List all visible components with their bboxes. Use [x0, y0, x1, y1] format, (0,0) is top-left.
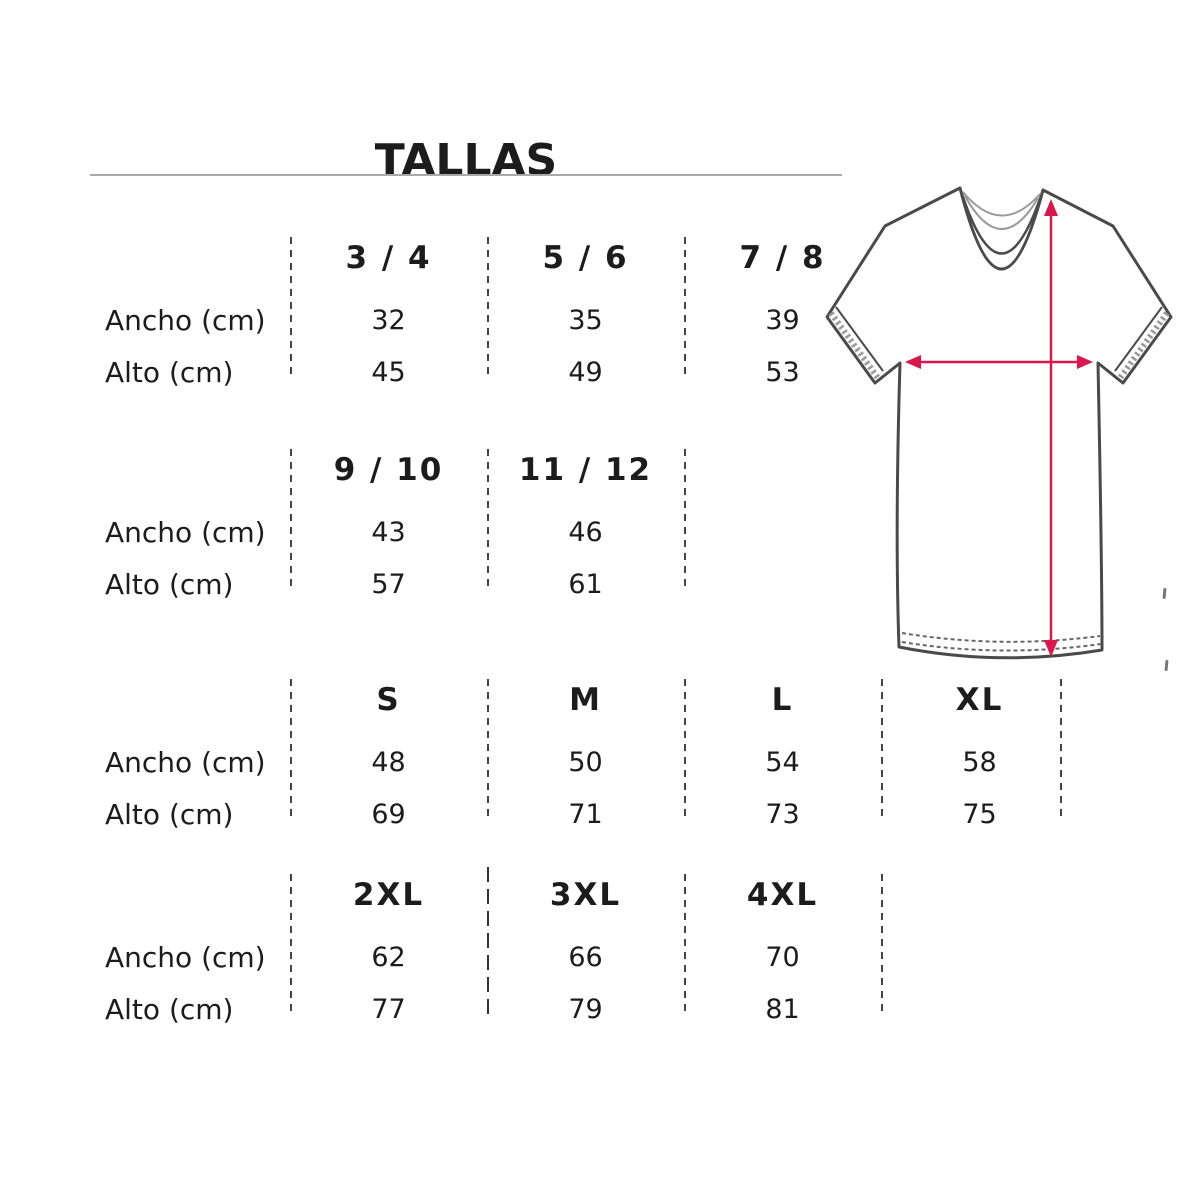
- size-group-1: Ancho (cm) Alto (cm) 3 / 4 32 45 5 / 6 35 49 7 /…: [90, 233, 1100, 399]
- title-underline: [90, 174, 842, 176]
- alto-row-label: Alto (cm): [105, 993, 234, 1026]
- tshirt-outline: [825, 186, 1173, 660]
- size-label: M: [569, 682, 602, 718]
- collar-rib-1: [962, 191, 1041, 217]
- ancho-value: 46: [568, 517, 603, 548]
- ancho-value: 39: [765, 305, 800, 336]
- ancho-value: 70: [765, 942, 800, 973]
- size-column: 7 / 8 39 53: [684, 233, 881, 399]
- hem-stitch-row-2: [901, 641, 1102, 652]
- left-cuff-edge: [835, 306, 884, 372]
- column-separator: [684, 874, 686, 1014]
- column-separator: [290, 449, 292, 589]
- alto-row-label: Alto (cm): [105, 568, 234, 601]
- size-group-4: Ancho (cm) Alto (cm) 2XL 62 77 3XL 66 79 4XL 70 81: [90, 867, 1100, 1036]
- tshirt-illustration: [825, 186, 1173, 660]
- size-label: 7 / 8: [739, 240, 826, 276]
- column-separator: [881, 874, 883, 1014]
- page-title: TALLAS: [374, 135, 558, 187]
- size-label: 2XL: [352, 877, 425, 913]
- stray-dash-mark: [1164, 659, 1169, 672]
- left-cuff-stitching: [828, 311, 881, 380]
- size-label: XL: [955, 682, 1004, 718]
- ancho-row-label: Ancho (cm): [105, 941, 266, 974]
- size-group-2: Ancho (cm) Alto (cm) 9 / 10 43 57 11 / 12 46 61: [90, 445, 1100, 611]
- size-column: 3 / 4 32 45: [290, 233, 487, 399]
- ancho-value: 32: [371, 305, 406, 336]
- right-cuff-edge: [1114, 306, 1163, 372]
- column-separator: [487, 867, 489, 1021]
- column-separator: [487, 449, 489, 589]
- right-cuff-stitching: [1117, 311, 1170, 380]
- column-separator: [684, 449, 686, 589]
- size-label: 5 / 6: [542, 240, 629, 276]
- ancho-value: 66: [568, 942, 603, 973]
- size-column: 3XL 66 79: [487, 870, 684, 1036]
- alto-value: 77: [371, 994, 406, 1025]
- size-label: 3 / 4: [345, 240, 432, 276]
- height-arrow: [1044, 199, 1058, 657]
- size-column: XL 58 75: [881, 675, 1078, 841]
- size-column: 4XL 70 81: [684, 870, 881, 1036]
- alto-row-label: Alto (cm): [105, 798, 234, 831]
- ancho-row-label: Ancho (cm): [105, 746, 266, 779]
- size-column: 11 / 12 46 61: [487, 445, 684, 611]
- ancho-value: 43: [371, 517, 406, 548]
- row-labels: Ancho (cm) Alto (cm): [90, 445, 290, 611]
- size-column: L 54 73: [684, 675, 881, 841]
- ancho-row-label: Ancho (cm): [105, 304, 266, 337]
- row-labels: Ancho (cm) Alto (cm): [90, 870, 290, 1036]
- ancho-value: 50: [568, 747, 603, 778]
- column-separator: [684, 679, 686, 819]
- width-arrow: [905, 355, 1093, 369]
- size-label: 11 / 12: [518, 452, 653, 488]
- row-labels: Ancho (cm) Alto (cm): [90, 233, 290, 399]
- alto-value: 79: [568, 994, 603, 1025]
- alto-value: 49: [568, 357, 603, 388]
- ancho-value: 35: [568, 305, 603, 336]
- column-separator: [487, 237, 489, 377]
- size-column: S 48 69: [290, 675, 487, 841]
- column-separator: [290, 237, 292, 377]
- size-column: 5 / 6 35 49: [487, 233, 684, 399]
- alto-value: 57: [371, 569, 406, 600]
- collar-rib-2: [964, 195, 1039, 230]
- size-label: S: [376, 682, 401, 718]
- column-separator: [1060, 679, 1062, 819]
- alto-value: 45: [371, 357, 406, 388]
- size-label: 4XL: [746, 877, 819, 913]
- size-column: 9 / 10 43 57: [290, 445, 487, 611]
- alto-row-label: Alto (cm): [105, 356, 234, 389]
- size-column: 2XL 62 77: [290, 870, 487, 1036]
- column-separator: [487, 679, 489, 819]
- hem-stitch-row-1: [901, 632, 1101, 643]
- size-label: 9 / 10: [333, 452, 444, 488]
- alto-value: 75: [962, 799, 997, 830]
- column-separator: [290, 874, 292, 1014]
- alto-value: 81: [765, 994, 800, 1025]
- alto-value: 61: [568, 569, 603, 600]
- size-column: M 50 71: [487, 675, 684, 841]
- ancho-value: 54: [765, 747, 800, 778]
- size-group-3: Ancho (cm) Alto (cm) S 48 69 M 50 71 L 54 73 XL 58 75: [90, 675, 1100, 841]
- alto-value: 69: [371, 799, 406, 830]
- ancho-value: 48: [371, 747, 406, 778]
- alto-value: 71: [568, 799, 603, 830]
- ancho-value: 58: [962, 747, 997, 778]
- collar-top-edge: [958, 187, 1045, 255]
- alto-value: 73: [765, 799, 800, 830]
- ancho-row-label: Ancho (cm): [105, 516, 266, 549]
- ancho-value: 62: [371, 942, 406, 973]
- row-labels: Ancho (cm) Alto (cm): [90, 675, 290, 841]
- column-separator: [881, 679, 883, 819]
- column-separator: [290, 679, 292, 819]
- column-separator: [684, 237, 686, 377]
- tshirt-diagram: [820, 183, 1180, 663]
- size-label: L: [771, 682, 794, 718]
- alto-value: 53: [765, 357, 800, 388]
- size-label: 3XL: [549, 877, 622, 913]
